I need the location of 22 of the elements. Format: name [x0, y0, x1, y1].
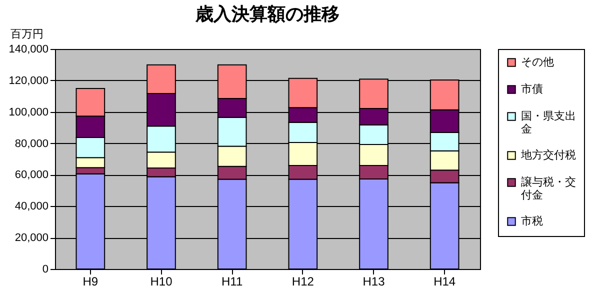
- y-tick-label: 140,000: [8, 44, 48, 56]
- x-tick-label: H14: [434, 274, 456, 288]
- y-tick-label: 0: [42, 264, 48, 276]
- x-tick-label: H12: [292, 274, 314, 288]
- y-tick-label: 20,000: [14, 232, 48, 244]
- x-tick-label: H11: [222, 274, 243, 288]
- x-tick-label: H13: [362, 274, 386, 288]
- y-tick-label: 80,000: [14, 138, 48, 150]
- legend-label: 譲与税・交付金: [521, 176, 576, 202]
- y-tick-label: 60,000: [14, 169, 48, 182]
- legend-label: 地方交付税: [520, 148, 576, 162]
- legend-label: 市税: [521, 214, 543, 228]
- y-tick-label: 100,000: [8, 106, 48, 118]
- x-tick-label: H10: [150, 274, 173, 288]
- x-tick-label: H9: [82, 274, 98, 288]
- y-axis-title: 百万円: [10, 28, 44, 40]
- legend-label: その他: [521, 56, 554, 68]
- legend-label: 市債: [521, 82, 543, 96]
- y-tick-label: 40,000: [14, 200, 48, 213]
- chart-title: 歳入決算額の推移: [194, 4, 340, 24]
- legend-label: 国・県支出金: [521, 110, 576, 136]
- y-tick-label: 120,000: [8, 74, 48, 87]
